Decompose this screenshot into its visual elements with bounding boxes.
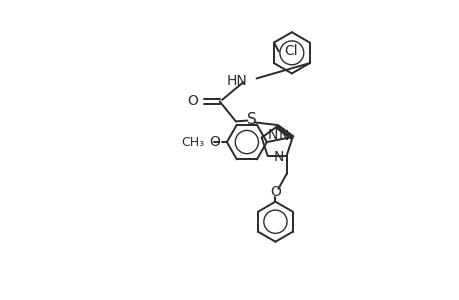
Text: N: N	[267, 128, 277, 142]
Text: O: O	[208, 135, 219, 149]
Text: N: N	[273, 150, 283, 164]
Text: N: N	[278, 129, 288, 143]
Text: O: O	[269, 185, 280, 199]
Text: HN: HN	[226, 74, 247, 88]
Text: Cl: Cl	[284, 44, 297, 58]
Text: CH₃: CH₃	[181, 136, 204, 148]
Text: O: O	[187, 94, 198, 108]
Text: S: S	[246, 112, 257, 128]
